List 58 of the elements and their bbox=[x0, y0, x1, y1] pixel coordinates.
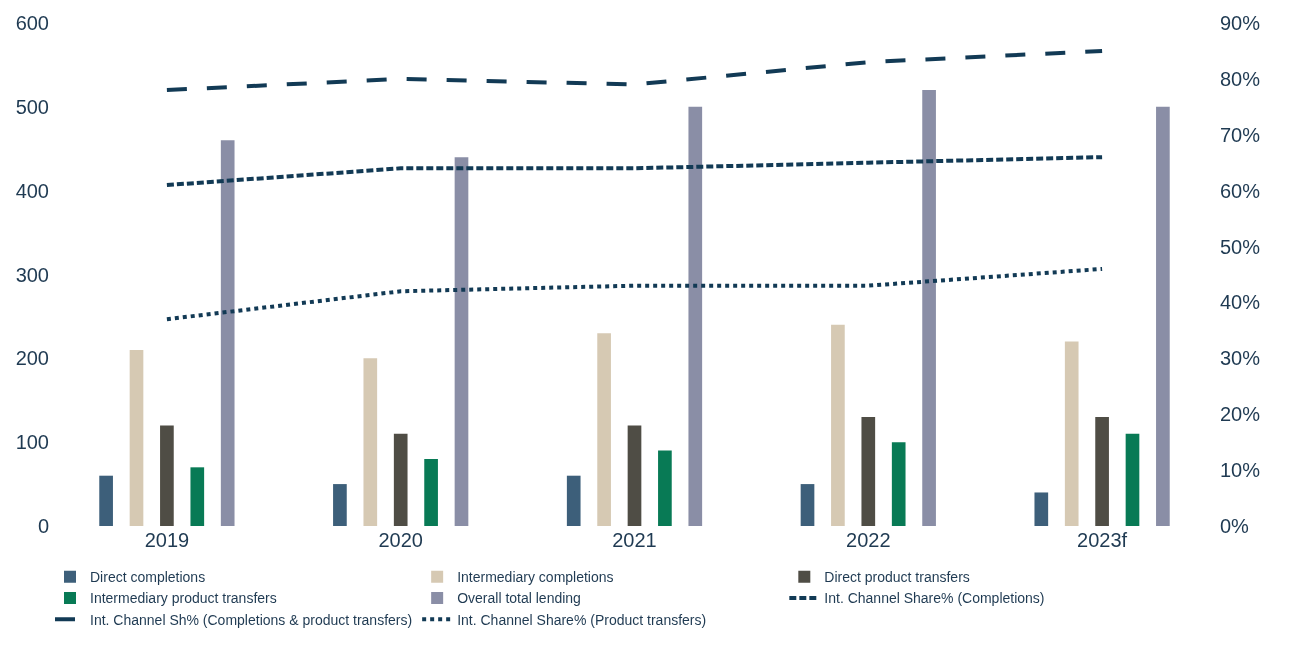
bar bbox=[861, 417, 876, 526]
legend-label: Int. Channel Sh% (Completions & product transfers) bbox=[90, 611, 413, 628]
bar bbox=[566, 475, 581, 526]
y2-tick-label: 50% bbox=[1220, 235, 1261, 258]
y2-tick-label: 10% bbox=[1220, 459, 1261, 482]
legend-label: Intermediary completions bbox=[457, 569, 614, 586]
y-tick-label: 400 bbox=[15, 179, 49, 202]
bar bbox=[129, 349, 144, 526]
y2-tick-label: 70% bbox=[1220, 123, 1261, 146]
y2-tick-label: 20% bbox=[1220, 403, 1261, 426]
y2-tick-label: 60% bbox=[1220, 179, 1261, 202]
y2-tick-label: 30% bbox=[1220, 347, 1261, 370]
x-tick-label: 2023f bbox=[1077, 529, 1128, 551]
bar bbox=[363, 358, 378, 526]
bar bbox=[688, 106, 703, 526]
y2-tick-label: 40% bbox=[1220, 291, 1261, 314]
y2-tick-label: 90% bbox=[1220, 12, 1261, 34]
y-tick-label: 300 bbox=[15, 263, 49, 286]
y-tick-label: 100 bbox=[15, 431, 49, 454]
bar bbox=[627, 425, 642, 526]
legend-label: Int. Channel Share% (Product transfers) bbox=[457, 611, 707, 628]
bar bbox=[99, 475, 113, 526]
bar bbox=[1064, 341, 1079, 526]
bar bbox=[424, 458, 438, 526]
bar bbox=[220, 140, 235, 526]
legend-label: Intermediary product transfers bbox=[90, 590, 277, 607]
line-series bbox=[164, 266, 1105, 322]
y-tick-label: 200 bbox=[15, 347, 49, 370]
bar bbox=[333, 484, 347, 526]
y-tick-label: 600 bbox=[15, 12, 49, 34]
y2-tick-label: 0% bbox=[1220, 515, 1250, 537]
legend-label: Int. Channel Share% (Completions) bbox=[824, 590, 1045, 607]
bar bbox=[1034, 492, 1049, 526]
bar bbox=[1125, 433, 1140, 526]
y-tick-label: 0 bbox=[37, 515, 49, 537]
bar bbox=[1095, 417, 1109, 526]
x-tick-label: 2019 bbox=[144, 529, 190, 551]
bar bbox=[160, 425, 174, 526]
bar bbox=[922, 90, 936, 526]
bar bbox=[393, 433, 408, 526]
y-tick-label: 500 bbox=[15, 95, 49, 118]
x-tick-label: 2022 bbox=[846, 529, 891, 551]
legend-label: Overall total lending bbox=[457, 590, 581, 607]
bar bbox=[454, 157, 469, 526]
x-tick-label: 2020 bbox=[378, 529, 423, 551]
line-series bbox=[164, 48, 1105, 93]
bar bbox=[597, 333, 611, 526]
y2-tick-label: 80% bbox=[1220, 67, 1261, 90]
bar bbox=[1156, 106, 1170, 526]
bar bbox=[800, 484, 815, 526]
bar bbox=[891, 442, 906, 526]
bar bbox=[831, 324, 845, 526]
x-tick-label: 2021 bbox=[612, 529, 657, 551]
legend-label: Direct completions bbox=[90, 569, 206, 586]
bar bbox=[190, 467, 205, 526]
legend-label: Direct product transfers bbox=[824, 569, 970, 586]
line-series bbox=[164, 155, 1105, 188]
bar bbox=[658, 450, 672, 526]
